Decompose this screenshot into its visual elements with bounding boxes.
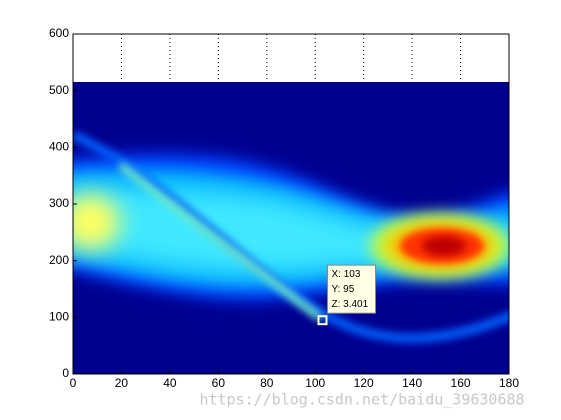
y-tick-label: 0 [62,366,69,380]
x-tick-label: 60 [212,376,226,390]
x-tick-label: 20 [115,376,129,390]
datatip-box [326,264,376,314]
x-tick-label: 0 [70,376,77,390]
watermark: https://blog.csdn.net/baidu_39630688 [199,391,524,409]
x-tick-label: 120 [354,376,374,390]
x-tick-label: 140 [402,376,422,390]
y-tick-label: 500 [49,83,69,97]
heatmap-image [73,82,509,374]
x-tick-label: 80 [260,376,274,390]
y-tick-label: 100 [49,310,69,324]
y-tick-label: 200 [49,253,69,267]
datatip-marker [317,315,328,326]
x-tick-label: 180 [499,376,519,390]
datatip-text: X: 103 [331,269,360,280]
datatip-text: Z: 3.401 [331,299,368,310]
x-tick-label: 40 [163,376,177,390]
x-tick-label: 100 [305,376,325,390]
datatip-text: Y: 95 [331,284,354,295]
y-tick-label: 300 [49,196,69,210]
x-tick-label: 160 [451,376,471,390]
y-tick-label: 400 [49,140,69,154]
y-tick-label: 600 [49,26,69,40]
